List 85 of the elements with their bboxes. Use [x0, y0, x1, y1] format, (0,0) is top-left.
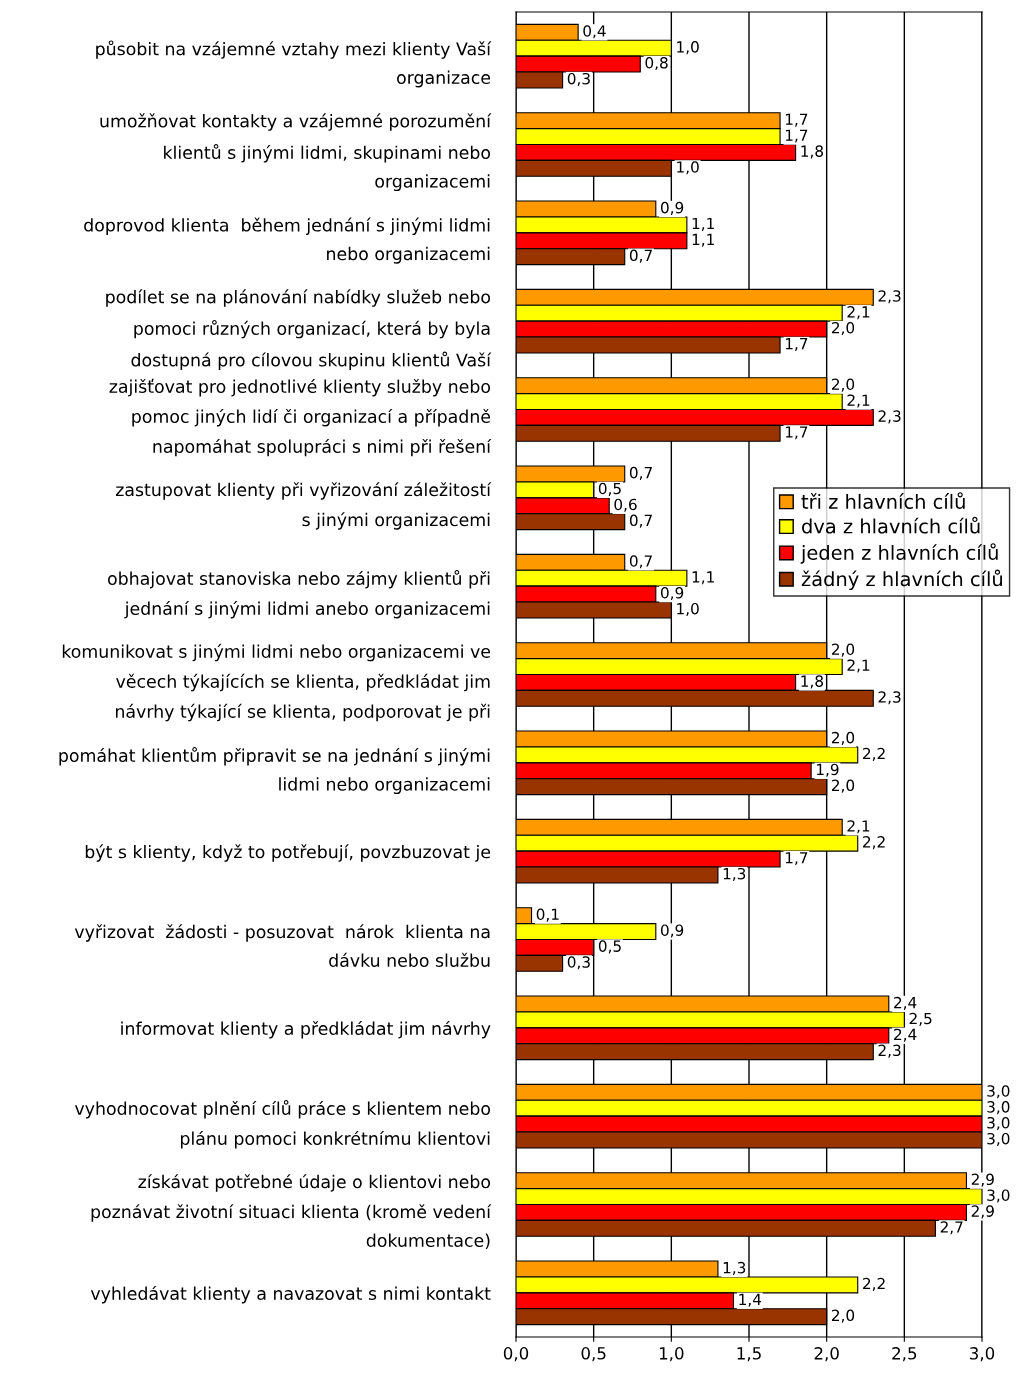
data-label: 0,4 [583, 25, 606, 39]
data-label: 3,0 [987, 1189, 1010, 1203]
data-label: 1,3 [723, 1261, 746, 1275]
x-tick-label: 1,0 [659, 1347, 684, 1362]
legend-label: jeden z hlavních cílů [800, 543, 998, 564]
data-label: 1,1 [692, 233, 714, 247]
data-label: 2,3 [878, 290, 901, 304]
data-label: 2,9 [971, 1205, 994, 1219]
y-tick-label: doprovod klienta během jednání s jinými lidmi nebo organizacemi [84, 217, 490, 264]
x-tick-label: 3,0 [970, 1347, 995, 1362]
x-tick-label: 0,0 [503, 1347, 529, 1362]
data-label: 2,4 [894, 1028, 917, 1042]
data-label: 1,7 [785, 113, 808, 127]
data-label: 0,5 [598, 482, 621, 496]
y-tick-label: zajišťovat pro jednotlivé klienty služby nebo pomoc jiných lidí či organizací a případně napomáhat spolupráci s nimi při řešení [109, 378, 492, 457]
data-label: 0,7 [629, 249, 652, 263]
x-tick-label: 2,0 [814, 1347, 839, 1362]
data-label: 2,9 [971, 1173, 994, 1187]
data-label: 3,0 [987, 1116, 1010, 1131]
data-label: 2,1 [847, 306, 870, 320]
data-label: 1,8 [801, 675, 824, 689]
data-label: 1,7 [785, 338, 808, 352]
data-label: 2,0 [831, 779, 855, 793]
data-label: 1,7 [785, 852, 808, 866]
data-label: 2,0 [831, 643, 855, 657]
data-label: 1,4 [739, 1293, 762, 1307]
y-tick-label: komunikovat s jinými lidmi nebo organizacemi ve věcech týkajících se klienta, předkládat jim návrhy týkající se klienta, podporovat je při [62, 643, 491, 722]
data-label: 0,9 [660, 201, 684, 215]
y-tick-label: být s klienty, když to potřebují, povzbuzovat je [85, 844, 491, 862]
data-label: 1,0 [677, 161, 699, 175]
data-label: 3,0 [987, 1085, 1010, 1099]
y-tick-label: získávat potřebné údaje o klientovi nebo poznávat životní situaci klienta (kromě vedení dokumentace) [91, 1174, 492, 1249]
data-label: 2,1 [847, 394, 870, 408]
data-label: 1,9 [816, 763, 839, 777]
data-label: 2,3 [878, 1044, 901, 1058]
data-label: 2,0 [831, 321, 855, 336]
y-tick-label: působit na vzájemné vztahy mezi klienty Vaší organizace [96, 40, 492, 88]
y-tick-label: vyřizovat žádosti - posuzovat nárok klienta na dávku nebo službu [74, 924, 490, 967]
y-tick-label: obhajovat stanoviska nebo zájmy klientů při jednání s jinými lidmi anebo organizacemi [108, 570, 490, 619]
data-label: 0,1 [536, 908, 559, 922]
y-tick-label: zastupovat klienty při vyřizování záležitostí s jinými organizacemi [115, 482, 492, 530]
x-tick-label: 0,5 [581, 1347, 606, 1362]
data-label: 1,0 [677, 41, 699, 55]
data-label: 2,2 [863, 747, 885, 761]
legend-label: žádný z hlavních cílů [801, 569, 1002, 591]
data-label: 0,8 [645, 56, 668, 71]
data-label: 2,2 [863, 836, 885, 850]
y-tick-label: vyhodnocovat plnění cílů práce s klientem nebo plánu pomoci konkrétnímu klientovi [74, 1100, 491, 1149]
y-tick-label: pomáhat klientům připravit se na jednání s jinými lidmi nebo organizacemi [59, 747, 490, 795]
data-label: 2,0 [831, 378, 855, 392]
data-label: 0,7 [629, 555, 652, 569]
data-label: 2,2 [863, 1277, 885, 1291]
data-label: 3,0 [987, 1101, 1010, 1115]
data-label: 0,5 [598, 940, 621, 954]
data-label: 1,1 [692, 571, 714, 585]
data-label: 0,9 [660, 586, 684, 601]
x-tick-label: 1,5 [737, 1347, 761, 1362]
data-label: 2,3 [878, 410, 901, 424]
data-label: 2,1 [847, 820, 870, 834]
legend-label: tři z hlavních cílů [801, 492, 965, 509]
data-label: 1,1 [692, 217, 714, 231]
data-label: 1,7 [785, 129, 808, 143]
data-label: 2,1 [847, 659, 870, 673]
data-label: 1,3 [723, 867, 746, 882]
y-tick-label: informovat klienty a předkládat jim návrhy [121, 1020, 491, 1039]
data-label: 1,0 [677, 602, 699, 617]
data-label: 2,0 [831, 731, 855, 745]
y-tick-label: vyhledávat klienty a navazovat s nimi kontakt [90, 1285, 491, 1304]
data-label: 0,9 [660, 924, 684, 938]
y-tick-label: umožňovat kontakty a vzájemné porozumění klientů s jinými lidmi, skupinami nebo organizacemi [100, 113, 492, 192]
data-label: 3,0 [987, 1132, 1010, 1147]
data-label: 0,6 [614, 498, 637, 512]
data-label: 1,7 [785, 426, 808, 440]
x-tick-label: 2,5 [892, 1347, 917, 1362]
data-label: 0,3 [567, 956, 590, 970]
data-label: 2,5 [909, 1012, 932, 1026]
data-label: 2,4 [894, 996, 917, 1010]
data-label: 2,3 [878, 691, 901, 705]
data-label: 0,3 [567, 72, 590, 87]
legend-label: dva z hlavních cílů [802, 516, 980, 534]
data-label: 0,7 [629, 466, 652, 480]
data-label: 0,7 [629, 514, 652, 528]
data-label: 1,8 [801, 145, 824, 159]
data-label: 2,7 [940, 1221, 963, 1235]
data-label: 2,0 [831, 1309, 855, 1323]
